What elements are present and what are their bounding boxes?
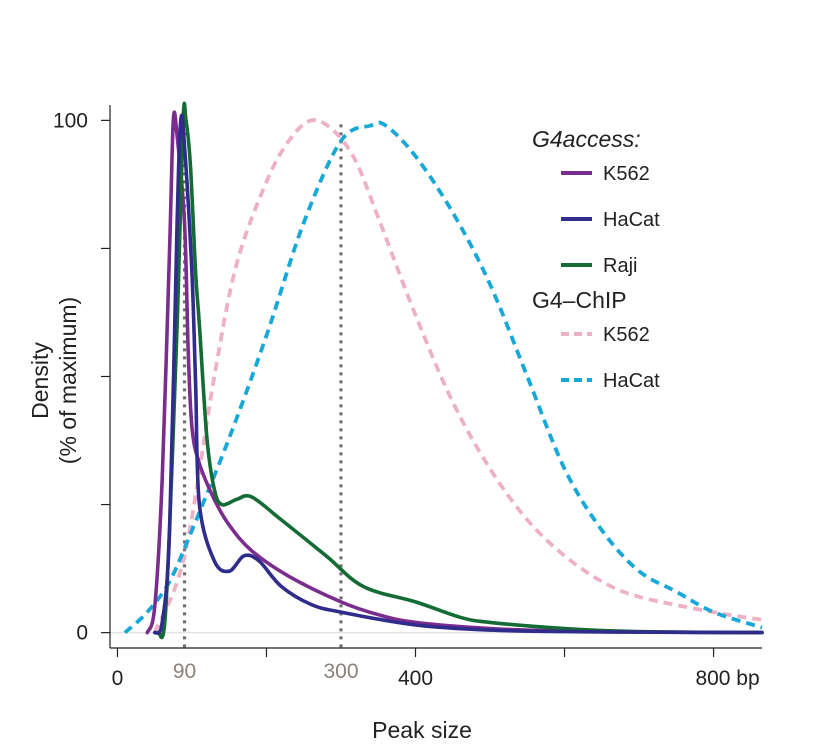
legend: G4access: K562 HaCat Raji G4–ChIP K562 HaCat: [532, 126, 660, 392]
legend-label: K562: [603, 163, 650, 185]
reference-label-90: 90: [173, 660, 196, 683]
x-axis-title: Peak size: [372, 717, 472, 743]
series-line-g4-chip-k562: [152, 118, 763, 634]
legend-label: Raji: [603, 255, 637, 277]
y-tick-label: 100: [53, 109, 88, 132]
axis-ticks: 0 100 0 400 800 bp 90 300: [53, 109, 760, 690]
legend-label: HaCat: [603, 370, 660, 392]
x-tick-label: 400: [398, 667, 433, 690]
x-tick-label: 800 bp: [695, 667, 759, 690]
legend-label: K562: [603, 324, 650, 346]
series-line-g4access-raji: [156, 101, 764, 640]
reference-lines: [110, 124, 762, 648]
y-axis-title-line-1: Density: [27, 342, 53, 419]
series-line-g4access-k562: [145, 110, 764, 635]
y-tick-label: 0: [76, 622, 88, 645]
series-line-g4-chip-hacat: [123, 120, 763, 635]
legend-label: HaCat: [603, 209, 660, 231]
y-axis-title-line-2: (% of maximum): [55, 297, 81, 464]
series-lines: [123, 101, 764, 640]
legend-group-title: G4–ChIP: [532, 287, 627, 313]
reference-label-300: 300: [323, 660, 358, 683]
legend-group-title: G4access:: [532, 126, 641, 152]
series-line-g4access-hacat: [152, 113, 764, 636]
x-tick-label: 0: [112, 667, 124, 690]
axes: [109, 105, 762, 649]
